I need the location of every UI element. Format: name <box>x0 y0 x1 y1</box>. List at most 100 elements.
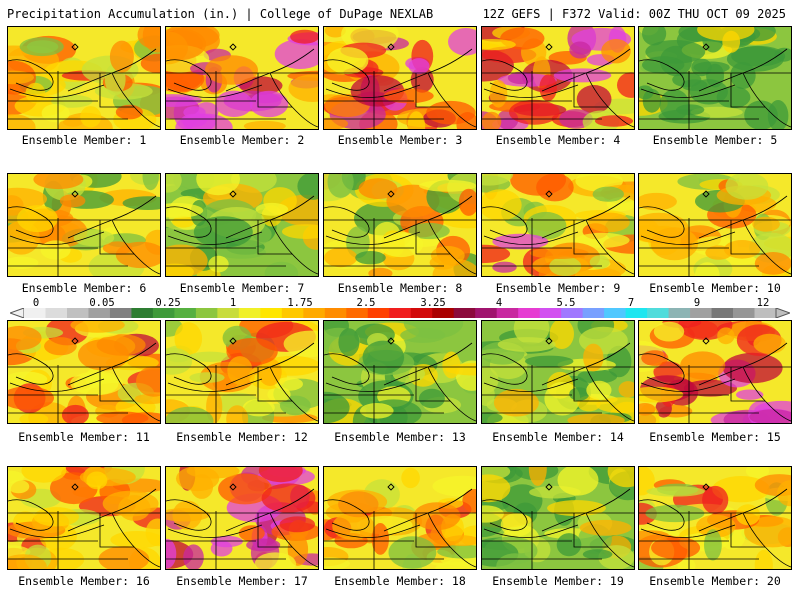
map-borders <box>8 337 160 423</box>
colorbar-tick-label: 7 <box>627 297 635 309</box>
ensemble-member-map <box>323 173 477 277</box>
colorbar-swatch <box>131 308 154 318</box>
colorbar-swatch <box>410 308 433 318</box>
run-valid-time: 12Z GEFS | F372 Valid: 00Z THU OCT 09 20… <box>482 7 786 21</box>
colorbar-swatch <box>625 308 648 318</box>
ensemble-member-map <box>638 466 792 570</box>
ensemble-member-map <box>165 466 319 570</box>
colorbar-swatch <box>711 308 734 318</box>
colorbar-swatch <box>281 308 304 318</box>
ensemble-member-label: Ensemble Member: 16 <box>18 574 150 588</box>
ensemble-member-label: Ensemble Member: 18 <box>334 574 466 588</box>
ensemble-member-map <box>165 173 319 277</box>
ensemble-member-label: Ensemble Member: 13 <box>334 430 466 444</box>
ensemble-member-map <box>323 466 477 570</box>
colorbar-max-arrow <box>775 308 790 318</box>
colorbar-swatch <box>733 308 755 318</box>
map-borders <box>482 43 634 129</box>
ensemble-member-map <box>323 26 477 130</box>
map-borders <box>639 190 791 276</box>
colorbar-tick-label: 9 <box>693 297 701 309</box>
ensemble-member-label: Ensemble Member: 15 <box>649 430 781 444</box>
ensemble-member-map <box>7 173 161 277</box>
map-borders <box>639 337 791 423</box>
ensemble-member-label: Ensemble Member: 12 <box>176 430 308 444</box>
ensemble-member-label: Ensemble Member: 9 <box>495 281 621 295</box>
colorbar-tick-label: 1 <box>229 297 237 309</box>
ensemble-member-label: Ensemble Member: 2 <box>179 133 305 147</box>
map-borders <box>8 190 160 276</box>
colorbar-labels: 0 0.05 0.25 1 1.75 2.5 3.25 4 5.5 7 9 12 <box>0 297 800 309</box>
colorbar-tick-label: 12 <box>756 297 770 309</box>
colorbar-tick-label: 0.25 <box>155 297 181 309</box>
ensemble-member-map <box>323 320 477 424</box>
colorbar-swatch <box>518 308 541 318</box>
precip-colorbar <box>10 308 790 318</box>
colorbar-swatch <box>561 308 584 318</box>
map-borders <box>324 43 476 129</box>
map-borders <box>639 483 791 569</box>
ensemble-member-label: Ensemble Member: 8 <box>337 281 463 295</box>
colorbar-swatch <box>195 308 218 318</box>
colorbar-tick-label: 5.5 <box>556 297 576 309</box>
colorbar-swatch <box>668 308 691 318</box>
map-borders <box>324 483 476 569</box>
ensemble-member-label: Ensemble Member: 10 <box>649 281 781 295</box>
ensemble-member-map <box>7 466 161 570</box>
ensemble-member-label: Ensemble Member: 11 <box>18 430 150 444</box>
ensemble-member-map <box>7 26 161 130</box>
colorbar-tick-label: 0 <box>32 297 40 309</box>
colorbar-swatch <box>152 308 175 318</box>
colorbar-swatch <box>24 308 46 318</box>
ensemble-member-label: Ensemble Member: 5 <box>652 133 778 147</box>
ensemble-member-label: Ensemble Member: 1 <box>21 133 147 147</box>
ensemble-member-label: Ensemble Member: 19 <box>492 574 624 588</box>
ensemble-member-label: Ensemble Member: 7 <box>179 281 305 295</box>
map-borders <box>639 43 791 129</box>
colorbar-min-arrow <box>10 308 25 318</box>
map-borders <box>166 190 318 276</box>
ensemble-member-label: Ensemble Member: 3 <box>337 133 463 147</box>
map-borders <box>482 190 634 276</box>
colorbar-swatch <box>109 308 132 318</box>
colorbar-swatch <box>217 308 240 318</box>
colorbar-swatch <box>647 308 669 318</box>
ensemble-member-map <box>481 26 635 130</box>
map-borders <box>482 483 634 569</box>
colorbar-swatch <box>45 308 68 318</box>
map-borders <box>8 43 160 129</box>
ensemble-member-map <box>638 26 792 130</box>
colorbar-swatch <box>346 308 369 318</box>
colorbar-swatch <box>539 308 562 318</box>
colorbar-swatch <box>174 308 197 318</box>
ensemble-member-map <box>638 320 792 424</box>
colorbar-swatch <box>389 308 412 318</box>
product-title: Precipitation Accumulation (in.) | Colle… <box>7 7 434 21</box>
ensemble-member-label: Ensemble Member: 6 <box>21 281 147 295</box>
colorbar-tick-label: 4 <box>495 297 503 309</box>
ensemble-member-label: Ensemble Member: 14 <box>492 430 624 444</box>
ensemble-member-map <box>481 466 635 570</box>
colorbar-swatch <box>66 308 89 318</box>
map-borders <box>166 483 318 569</box>
ensemble-member-map <box>7 320 161 424</box>
colorbar-swatch <box>690 308 712 318</box>
colorbar-swatch <box>303 308 326 318</box>
colorbar-tick-label: 0.05 <box>89 297 115 309</box>
map-borders <box>324 337 476 423</box>
ensemble-member-map <box>638 173 792 277</box>
map-borders <box>324 190 476 276</box>
colorbar-swatch <box>367 308 390 318</box>
colorbar-swatch <box>604 308 626 318</box>
map-borders <box>166 337 318 423</box>
ensemble-member-label: Ensemble Member: 17 <box>176 574 308 588</box>
colorbar-swatch <box>453 308 476 318</box>
colorbar-swatch <box>432 308 455 318</box>
map-borders <box>8 483 160 569</box>
ensemble-member-map <box>481 320 635 424</box>
colorbar-swatch <box>238 308 261 318</box>
colorbar-tick-label: 2.5 <box>356 297 376 309</box>
map-borders <box>166 43 318 129</box>
ensemble-member-map <box>481 173 635 277</box>
ensemble-member-map <box>165 26 319 130</box>
